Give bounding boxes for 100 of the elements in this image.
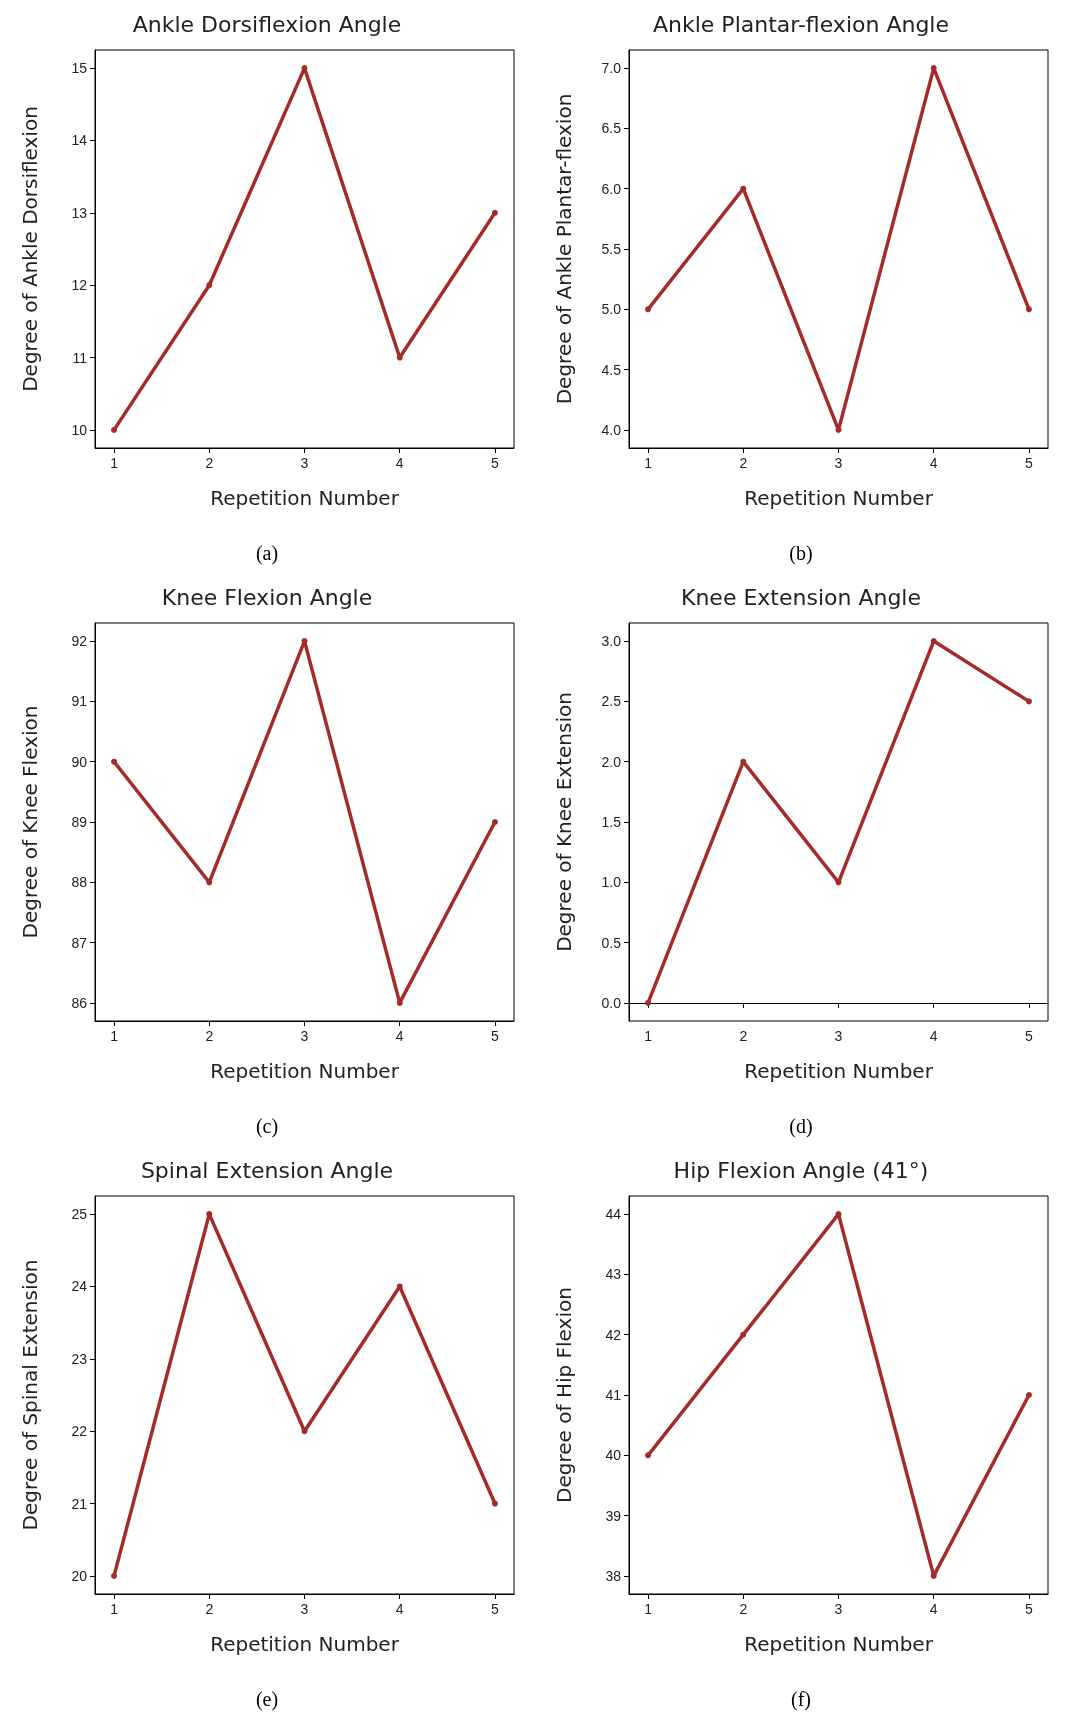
y-tick-label: 3.0	[601, 633, 622, 650]
y-tick-label: 7.0	[601, 60, 622, 77]
y-tick-label: 43	[605, 1266, 622, 1283]
y-tick-label: 24	[71, 1278, 88, 1295]
x-tick-label: 1	[644, 1601, 653, 1617]
y-tick-label: 4.5	[601, 361, 622, 378]
y-tick-label: 5.0	[601, 301, 622, 318]
point	[206, 879, 213, 886]
y-axis-title: Degree of Knee Extension	[552, 692, 576, 952]
y-tick-label: 5.5	[601, 241, 622, 257]
x-tick-label: 1	[110, 455, 119, 471]
x-tick-label: 5	[491, 1028, 500, 1044]
y-tick-label: 21	[71, 1495, 88, 1512]
x-axis-title: Repetition Number	[210, 1059, 400, 1083]
x-tick-label: 4	[395, 1601, 404, 1617]
x-tick-label: 1	[110, 1028, 119, 1044]
point	[930, 638, 937, 645]
y-tick-label: 6.5	[601, 120, 622, 137]
y-tick-label: 89	[71, 814, 88, 830]
x-tick-label: 3	[300, 1601, 309, 1617]
x-tick-label: 3	[834, 1601, 843, 1617]
y-tick-label: 91	[71, 693, 88, 710]
x-tick-label: 5	[491, 1601, 500, 1617]
y-tick-label: 23	[71, 1350, 88, 1367]
chart-title: Knee Extension Angle	[680, 584, 922, 610]
y-tick-label: 22	[71, 1423, 88, 1440]
x-tick-label: 2	[205, 455, 214, 471]
point	[396, 999, 403, 1006]
point	[740, 758, 747, 765]
y-tick-label: 1.5	[601, 814, 622, 830]
x-tick-label: 3	[834, 1028, 843, 1044]
x-tick-label: 2	[739, 1028, 748, 1044]
x-tick-label: 1	[110, 1601, 119, 1617]
y-tick-label: 86	[71, 994, 88, 1011]
x-axis-title: Repetition Number	[210, 1632, 400, 1656]
point	[491, 1500, 498, 1507]
text: (c)	[255, 1115, 279, 1138]
point	[491, 209, 498, 216]
x-tick-label: 5	[1025, 1601, 1034, 1617]
point	[111, 1572, 118, 1579]
y-axis-title: Degree of Hip Flexion	[552, 1287, 576, 1503]
y-tick-label: 41	[605, 1387, 622, 1403]
y-axis-title: Degree of Spinal Extension	[18, 1259, 42, 1531]
y-tick-label: 12	[71, 277, 88, 294]
x-tick-label: 2	[739, 1601, 748, 1617]
point	[1025, 1392, 1032, 1398]
text: (a)	[255, 542, 279, 565]
point	[835, 879, 842, 886]
y-tick-label: 2.0	[601, 753, 622, 770]
x-tick-label: 5	[1025, 1028, 1034, 1044]
chart-title: Knee Flexion Angle	[161, 584, 373, 610]
x-tick-label: 2	[739, 455, 748, 471]
point	[645, 1452, 652, 1459]
text: (e)	[255, 1688, 279, 1711]
text: (f)	[791, 1688, 811, 1711]
point	[206, 282, 213, 289]
point	[111, 426, 118, 433]
point	[1025, 306, 1032, 313]
x-tick-label: 3	[300, 1028, 309, 1044]
text: (b)	[789, 542, 813, 565]
y-tick-label: 90	[71, 753, 88, 770]
y-tick-label: 40	[605, 1447, 622, 1464]
x-tick-label: 2	[205, 1028, 214, 1044]
x-axis-title: Repetition Number	[744, 486, 934, 510]
point	[930, 65, 937, 72]
y-tick-label: 20	[71, 1567, 88, 1584]
point	[301, 1428, 308, 1435]
y-tick-label: 10	[71, 421, 88, 438]
y-tick-label: 2.5	[601, 693, 622, 710]
x-tick-label: 5	[491, 455, 500, 471]
point	[740, 1331, 747, 1338]
y-tick-label: 39	[605, 1507, 622, 1524]
point	[491, 819, 498, 825]
chart-title: Ankle Dorsiflexion Angle	[132, 11, 402, 37]
y-tick-label: 87	[71, 934, 88, 951]
y-tick-label: 11	[72, 349, 88, 366]
point	[645, 306, 652, 313]
y-tick-label: 4.0	[601, 421, 622, 438]
y-tick-label: 88	[71, 874, 88, 891]
x-tick-label: 4	[395, 1028, 404, 1044]
y-axis-title: Degree of Ankle Dorsiflexion	[18, 106, 42, 392]
x-axis-title: Repetition Number	[744, 1632, 934, 1656]
y-axis-title: Degree of Knee Flexion	[18, 705, 42, 939]
y-tick-label: 15	[71, 60, 88, 77]
y-tick-label: 1.0	[601, 874, 622, 891]
y-tick-label: 0.0	[601, 994, 622, 1011]
x-tick-label: 4	[929, 455, 938, 471]
point	[111, 758, 118, 765]
x-axis-title: Repetition Number	[210, 486, 400, 510]
point	[835, 426, 842, 433]
text: (d)	[789, 1115, 813, 1138]
point	[1025, 698, 1032, 705]
x-tick-label: 4	[929, 1028, 938, 1044]
y-tick-label: 6.0	[601, 180, 622, 197]
x-tick-label: 1	[644, 1028, 653, 1044]
point	[740, 185, 747, 192]
chart-title: Hip Flexion Angle (41°)	[673, 1157, 929, 1183]
y-tick-label: 92	[71, 633, 88, 650]
y-tick-label: 42	[605, 1326, 622, 1343]
x-tick-label: 4	[929, 1601, 938, 1617]
